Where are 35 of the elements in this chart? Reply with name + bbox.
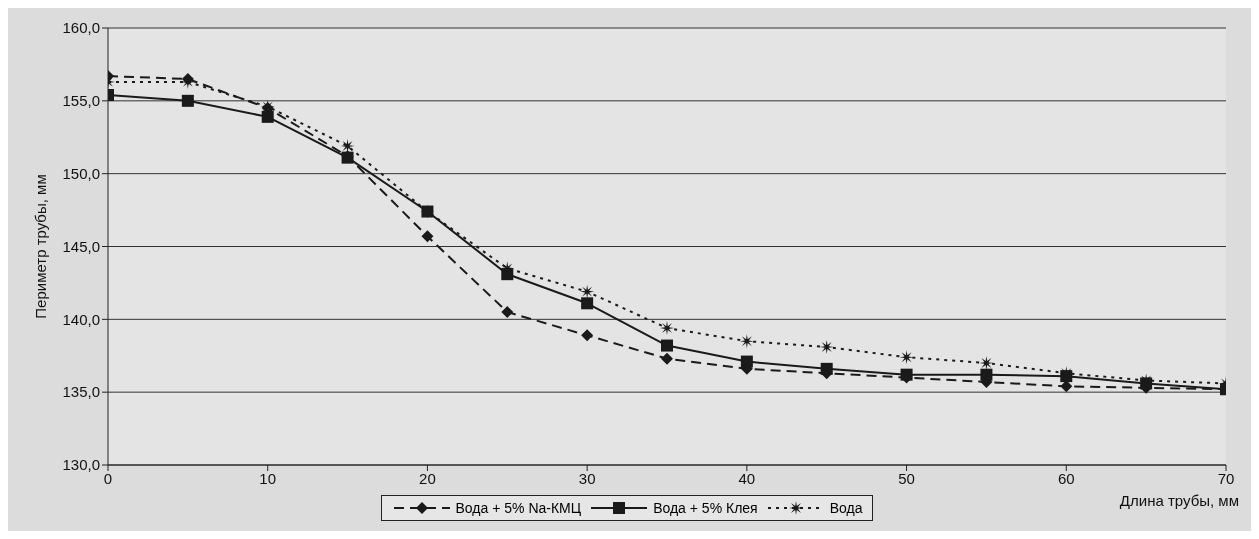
- point: [421, 230, 434, 243]
- x-tick-label: 60: [1057, 469, 1075, 487]
- point: [820, 362, 833, 375]
- point: [580, 284, 595, 299]
- x-tick-label: 0: [103, 469, 113, 487]
- point: [181, 94, 194, 107]
- point: [261, 110, 274, 123]
- y-tick-label: 150,0: [62, 164, 100, 182]
- x-tick-label: 10: [259, 469, 277, 487]
- x-tick-label: 50: [898, 469, 915, 487]
- point: [581, 329, 594, 342]
- y-tick-label: 135,0: [62, 383, 100, 401]
- y-tick-label: 155,0: [62, 92, 100, 110]
- point: [660, 321, 674, 336]
- x-tick-label: 40: [738, 469, 756, 487]
- legend-label: Вода: [829, 500, 863, 516]
- legend-label: Вода + 5% Клея: [653, 500, 758, 516]
- point: [661, 339, 673, 352]
- x-tick-label: 30: [578, 469, 596, 487]
- x-tick-label: 70: [1217, 469, 1235, 487]
- point: [899, 350, 914, 365]
- point: [581, 297, 594, 310]
- point: [740, 355, 753, 368]
- point: [980, 368, 993, 381]
- legend-label: Вода + 5% Na-КМЦ: [455, 500, 582, 516]
- y-tick-label: 130,0: [62, 456, 100, 474]
- y-axis-title: Периметр трубы, мм: [32, 174, 50, 319]
- y-tick-label: 140,0: [62, 310, 100, 328]
- y-tick-label: 145,0: [62, 237, 100, 255]
- point: [739, 334, 754, 349]
- point: [501, 306, 514, 319]
- y-tick-label: 160,0: [62, 19, 100, 37]
- x-tick-label: 20: [419, 469, 436, 487]
- point: [661, 352, 673, 365]
- x-axis-title: Длина трубы, мм: [1119, 492, 1239, 509]
